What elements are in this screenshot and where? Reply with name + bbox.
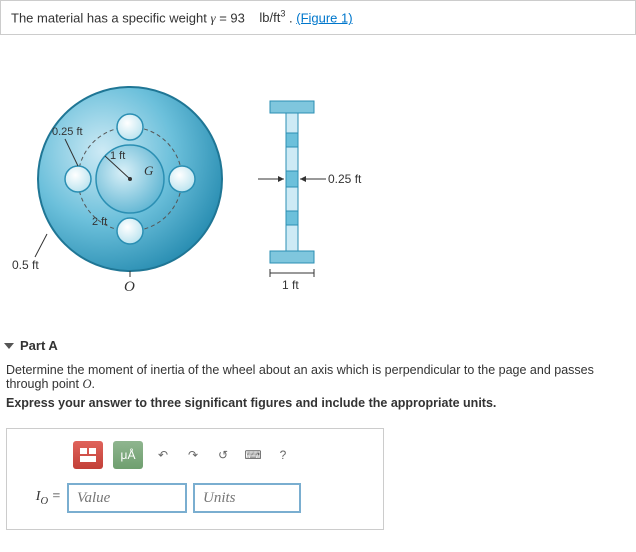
toolbar: μÅ ↶ ↷ ↺ ⌨ ? [73, 441, 365, 469]
express-text: Express your answer to three significant… [6, 396, 636, 410]
lhs-eq: = [48, 489, 61, 504]
value-input[interactable] [67, 483, 187, 513]
hole-top [117, 114, 143, 140]
collapse-toggle[interactable] [4, 343, 14, 349]
side-block2 [286, 171, 298, 187]
dim-025-label: 0.25 ft [52, 126, 83, 138]
dim-arrowhead-r [300, 176, 306, 182]
dim-1ft-label: 1 ft [110, 150, 125, 162]
side-block1 [286, 133, 298, 147]
units-base: lb/ft [256, 10, 281, 25]
q-eq: = [219, 10, 230, 25]
dim-05-label: 0.5 ft [12, 258, 39, 272]
question-text: The material has a specific weight γ = 9… [11, 10, 353, 25]
side-top-flange [270, 101, 314, 113]
dim-025-side: 0.25 ft [328, 172, 362, 186]
answer-row: IO = [25, 483, 365, 513]
keyboard-button[interactable]: ⌨ [243, 442, 263, 468]
hole-left [65, 166, 91, 192]
question-container: The material has a specific weight γ = 9… [0, 0, 636, 35]
part-a-label: Part A [20, 338, 58, 353]
units-exp: 3 [280, 9, 285, 19]
part-a-body: Determine the moment of inertia of the w… [0, 363, 636, 530]
templates-button[interactable] [73, 441, 103, 469]
dim-1ft-base: 1 ft [282, 278, 299, 292]
answer-lhs: IO = [25, 489, 61, 507]
gamma-units: lb/ft3 [249, 10, 286, 25]
redo-button[interactable]: ↷ [183, 442, 203, 468]
help-button[interactable]: ? [273, 442, 293, 468]
origin-O: O [124, 279, 135, 295]
dim-2ft-label: 2 ft [92, 216, 107, 228]
gamma-symbol: γ [210, 10, 215, 25]
lhs-sub: O [40, 496, 48, 507]
figure-area: G 0.25 ft 1 ft 2 ft 0.5 ft O 0.25 ft 1 f… [0, 49, 636, 322]
hole-bottom [117, 218, 143, 244]
units-input[interactable] [193, 483, 301, 513]
side-view: 0.25 ft 1 ft [258, 101, 362, 292]
symbols-button[interactable]: μÅ [113, 441, 143, 469]
prompt-text: Determine the moment of inertia of the w… [6, 363, 636, 392]
figure-link[interactable]: (Figure 1) [296, 10, 352, 25]
side-block3 [286, 211, 298, 225]
prompt-post: . [91, 377, 94, 391]
undo-button[interactable]: ↶ [153, 442, 173, 468]
figure-svg: G 0.25 ft 1 ft 2 ft 0.5 ft O 0.25 ft 1 f… [10, 59, 380, 309]
dim-05-leader [35, 234, 47, 257]
reset-button[interactable]: ↺ [213, 442, 233, 468]
side-bot-flange [270, 251, 314, 263]
answer-block: μÅ ↶ ↷ ↺ ⌨ ? IO = [6, 428, 384, 530]
gamma-value: 93 [230, 10, 244, 25]
part-a-header: Part A [6, 338, 636, 353]
hole-right [169, 166, 195, 192]
center-G: G [144, 163, 154, 178]
dim-arrowhead-l [278, 176, 284, 182]
q-pre: The material has a specific weight [11, 10, 210, 25]
